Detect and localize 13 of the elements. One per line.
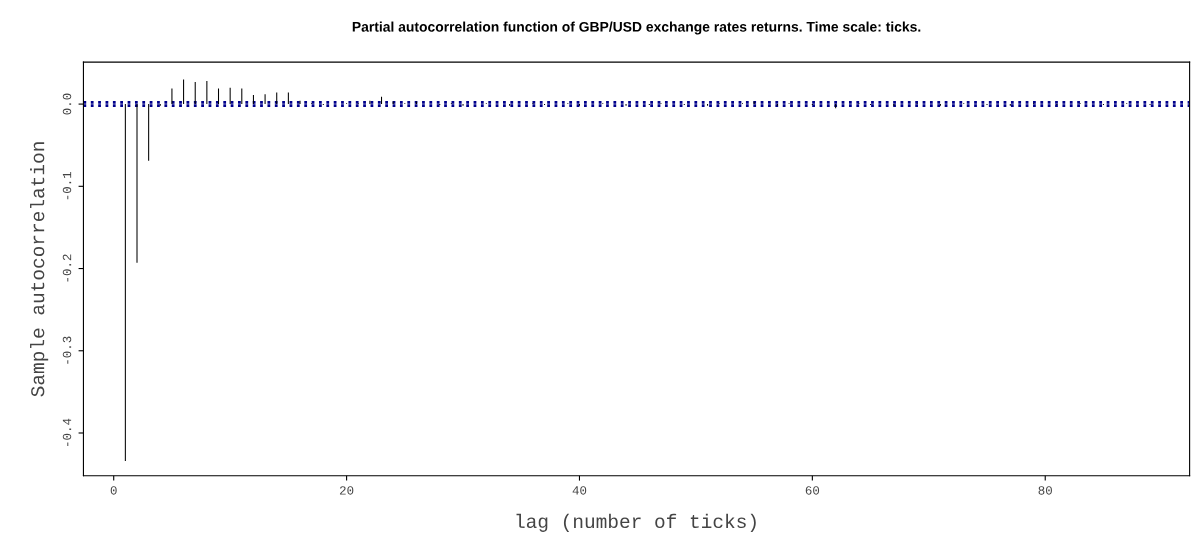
y-tick-label: 0.0 — [62, 93, 72, 115]
chart-title: Partial autocorrelation function of GBP/USD exchange rates returns. Time scale: ticks. — [352, 21, 921, 35]
y-tick-label: -0.4 — [62, 418, 72, 446]
y-tick-label: -0.3 — [62, 336, 72, 364]
x-tick-label: 20 — [339, 486, 354, 495]
x-axis-title: lag (number of ticks) — [516, 513, 756, 532]
x-tick-label: 60 — [805, 486, 820, 495]
x-tick-label: 40 — [572, 486, 587, 495]
y-tick-label: -0.1 — [62, 171, 72, 200]
y-axis-title: Sample autocorrelation — [30, 142, 49, 397]
x-tick-label: 0 — [110, 486, 117, 495]
y-tick-label: -0.2 — [62, 254, 72, 282]
x-tick-label: 80 — [1038, 486, 1052, 495]
